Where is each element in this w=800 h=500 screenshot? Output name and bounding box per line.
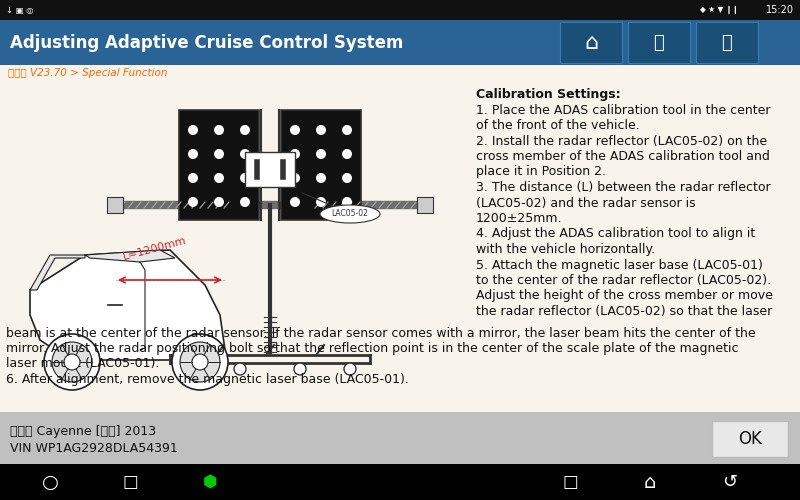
FancyBboxPatch shape	[245, 152, 295, 187]
Text: ⬢: ⬢	[202, 473, 218, 491]
Ellipse shape	[320, 205, 380, 223]
Circle shape	[214, 149, 224, 159]
Circle shape	[188, 173, 198, 183]
Text: Adjusting Adaptive Cruise Control System: Adjusting Adaptive Cruise Control System	[10, 34, 403, 52]
Circle shape	[290, 125, 300, 135]
Circle shape	[64, 354, 80, 370]
Circle shape	[294, 363, 306, 375]
Text: laser mount (LAC05-01).: laser mount (LAC05-01).	[6, 358, 159, 370]
Text: 2. Install the radar reflector (LAC05-02) on the: 2. Install the radar reflector (LAC05-02…	[476, 134, 767, 147]
Text: mirror. Adjust the radar positioning bolt so that the reflection point is in the: mirror. Adjust the radar positioning bol…	[6, 342, 738, 355]
Text: the radar reflector (LAC05-02) so that the laser: the radar reflector (LAC05-02) so that t…	[476, 305, 772, 318]
Circle shape	[188, 197, 198, 207]
Circle shape	[240, 149, 250, 159]
Circle shape	[290, 149, 300, 159]
FancyBboxPatch shape	[712, 421, 788, 457]
Text: ○: ○	[42, 472, 58, 492]
Circle shape	[240, 173, 250, 183]
Circle shape	[342, 125, 352, 135]
Text: ◆ ★ ▼ ❙❙: ◆ ★ ▼ ❙❙	[700, 6, 738, 15]
Circle shape	[234, 363, 246, 375]
Circle shape	[342, 149, 352, 159]
Circle shape	[214, 173, 224, 183]
Text: (LAC05-02) and the radar sensor is: (LAC05-02) and the radar sensor is	[476, 196, 696, 209]
Circle shape	[316, 149, 326, 159]
Text: □: □	[122, 473, 138, 491]
Circle shape	[172, 334, 228, 390]
Circle shape	[316, 125, 326, 135]
Circle shape	[240, 125, 250, 135]
Text: VIN WP1AG2928DLA54391: VIN WP1AG2928DLA54391	[10, 442, 178, 456]
Circle shape	[342, 173, 352, 183]
Text: ⌂: ⌂	[644, 472, 656, 492]
Text: of the front of the vehicle.: of the front of the vehicle.	[476, 119, 640, 132]
FancyBboxPatch shape	[696, 22, 758, 63]
Text: ⌂: ⌂	[584, 33, 598, 53]
Text: □: □	[562, 473, 578, 491]
Polygon shape	[30, 255, 85, 290]
Text: 1200±25mm.: 1200±25mm.	[476, 212, 562, 225]
Polygon shape	[85, 250, 175, 262]
Text: ↺: ↺	[722, 473, 738, 491]
Circle shape	[316, 173, 326, 183]
Text: 15:20: 15:20	[766, 5, 794, 15]
Circle shape	[342, 197, 352, 207]
Text: beam is at the center of the radar sensor. If the radar sensor comes with a mirr: beam is at the center of the radar senso…	[6, 326, 756, 340]
Text: 5. Attach the magnetic laser base (LAC05-01): 5. Attach the magnetic laser base (LAC05…	[476, 258, 763, 272]
Circle shape	[180, 342, 220, 382]
Text: ↓ ▣ ◎: ↓ ▣ ◎	[6, 6, 34, 15]
Circle shape	[188, 125, 198, 135]
Text: ⎆: ⎆	[722, 34, 732, 52]
Circle shape	[316, 197, 326, 207]
Circle shape	[184, 363, 196, 375]
Text: 1. Place the ADAS calibration tool in the center: 1. Place the ADAS calibration tool in th…	[476, 104, 770, 117]
Text: 6. After alignment, remove the magnetic laser base (LAC05-01).: 6. After alignment, remove the magnetic …	[6, 373, 409, 386]
FancyBboxPatch shape	[628, 22, 690, 63]
Text: Calibration Settings:: Calibration Settings:	[476, 88, 621, 101]
Text: OK: OK	[738, 430, 762, 448]
Text: L=1200mm: L=1200mm	[122, 236, 188, 262]
Text: with the vehicle horizontally.: with the vehicle horizontally.	[476, 243, 655, 256]
Text: 4. Adjust the ADAS calibration tool to align it: 4. Adjust the ADAS calibration tool to a…	[476, 228, 755, 240]
FancyBboxPatch shape	[0, 464, 800, 500]
Circle shape	[188, 149, 198, 159]
Text: ⎙: ⎙	[654, 34, 664, 52]
Circle shape	[44, 334, 100, 390]
FancyBboxPatch shape	[0, 80, 800, 428]
Circle shape	[214, 125, 224, 135]
Text: to the center of the radar reflector (LAC05-02).: to the center of the radar reflector (LA…	[476, 274, 771, 287]
Text: place it in Position 2.: place it in Position 2.	[476, 166, 606, 178]
FancyBboxPatch shape	[560, 22, 622, 63]
Text: 保时捷 Cayenne [卡宴] 2013: 保时捷 Cayenne [卡宴] 2013	[10, 426, 156, 438]
FancyBboxPatch shape	[0, 20, 800, 65]
Text: 保时捷 V23.70 > Special Function: 保时捷 V23.70 > Special Function	[8, 68, 167, 78]
Text: Adjust the height of the cross member or move: Adjust the height of the cross member or…	[476, 290, 773, 302]
Circle shape	[240, 197, 250, 207]
Text: 3. The distance (L) between the radar reflector: 3. The distance (L) between the radar re…	[476, 181, 770, 194]
Circle shape	[214, 197, 224, 207]
FancyBboxPatch shape	[417, 197, 433, 213]
Circle shape	[290, 173, 300, 183]
Circle shape	[192, 354, 208, 370]
Polygon shape	[30, 250, 225, 360]
Circle shape	[344, 363, 356, 375]
FancyBboxPatch shape	[0, 412, 800, 464]
FancyBboxPatch shape	[179, 110, 259, 220]
Text: cross member of the ADAS calibration tool and: cross member of the ADAS calibration too…	[476, 150, 770, 163]
Circle shape	[52, 342, 92, 382]
FancyBboxPatch shape	[0, 65, 800, 80]
FancyBboxPatch shape	[281, 110, 361, 220]
FancyBboxPatch shape	[0, 0, 800, 20]
Text: LAC05-02: LAC05-02	[331, 210, 369, 218]
Circle shape	[290, 197, 300, 207]
FancyBboxPatch shape	[107, 197, 123, 213]
